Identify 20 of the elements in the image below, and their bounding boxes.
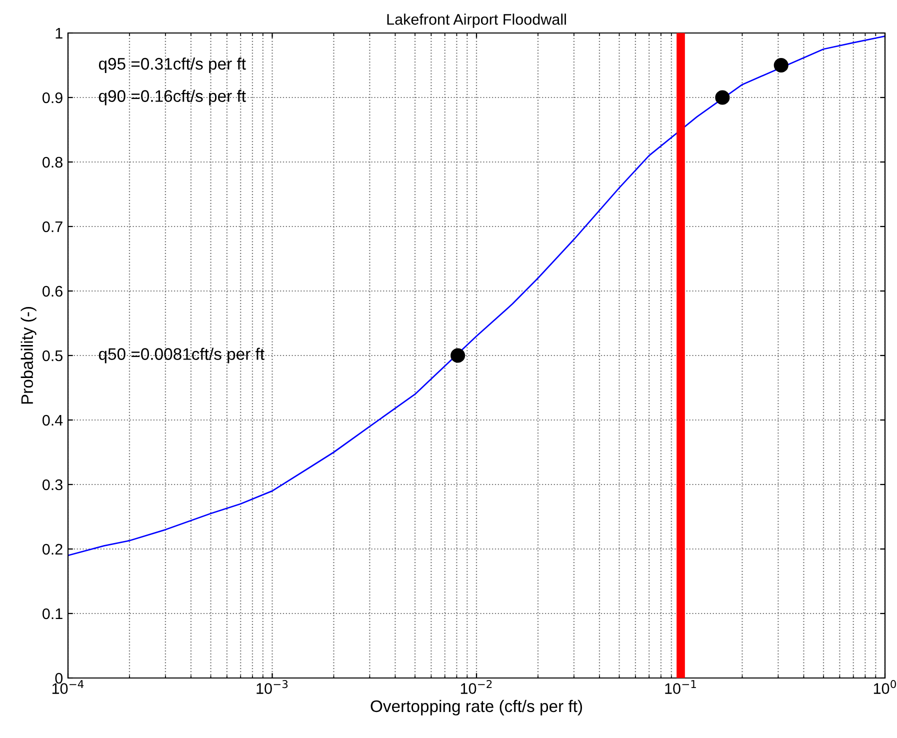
x-tick-label: 10$^{−2}$: [460, 680, 492, 694]
y-tick-label: 0.2: [42, 544, 62, 555]
chart-title: Lakefront Airport Floodwall: [387, 14, 566, 28]
y-tick-label: 0.5: [42, 350, 62, 362]
y-tick-label: 1: [56, 28, 62, 39]
x-tick-label: 10$^{−1}$: [665, 680, 696, 694]
y-tick-label: 0.3: [42, 479, 62, 490]
y-tick-label: 0.8: [42, 156, 62, 168]
annotation: q50 =0.0081cft/s per ft: [98, 348, 264, 364]
annotation: q90 =0.16cft/s per ft: [98, 90, 246, 106]
x-tick-label: 10$^{0}$: [874, 680, 896, 694]
y-tick-label: 0.1: [42, 608, 62, 620]
y-tick-label: 0.9: [42, 92, 62, 104]
y-tick-label: 0.7: [42, 221, 62, 232]
x-axis-title: Overtopping rate (cft/s per ft): [370, 700, 582, 716]
x-tick-label: 10$^{−3}$: [256, 680, 288, 694]
y-tick-label: 0.4: [42, 414, 63, 426]
y-axis-title: Probability (-): [20, 306, 36, 404]
annotation: q95 =0.31cft/s per ft: [98, 57, 246, 74]
y-tick-label: 0.6: [42, 286, 62, 297]
